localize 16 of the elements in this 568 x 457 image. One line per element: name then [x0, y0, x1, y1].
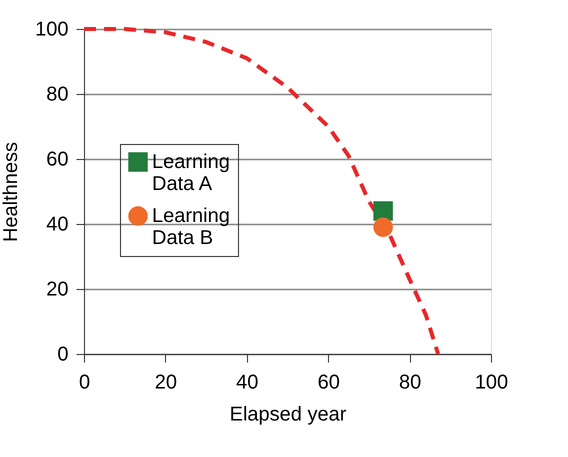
y-tick-label: 20: [46, 278, 68, 300]
x-tick-label: 20: [154, 372, 178, 394]
x-tick-label: 100: [474, 372, 508, 394]
x-axis-title: Elapsed year: [230, 404, 347, 426]
x-tick-label: 60: [318, 372, 340, 394]
y-tick-label: 0: [57, 344, 68, 366]
y-tick-label: 60: [46, 148, 68, 170]
y-tick-label: 40: [46, 214, 68, 236]
x-tick-label: 0: [78, 372, 90, 394]
x-tick-label: 40: [236, 372, 258, 394]
y-tick-label: 100: [35, 18, 68, 40]
y-tick-label: 80: [46, 84, 68, 106]
y-axis-title: Healthness: [0, 142, 22, 242]
legend-label: Learning Data B: [152, 205, 230, 249]
x-tick-label: 80: [398, 372, 422, 394]
legend-label: Learning Data A: [152, 151, 230, 195]
